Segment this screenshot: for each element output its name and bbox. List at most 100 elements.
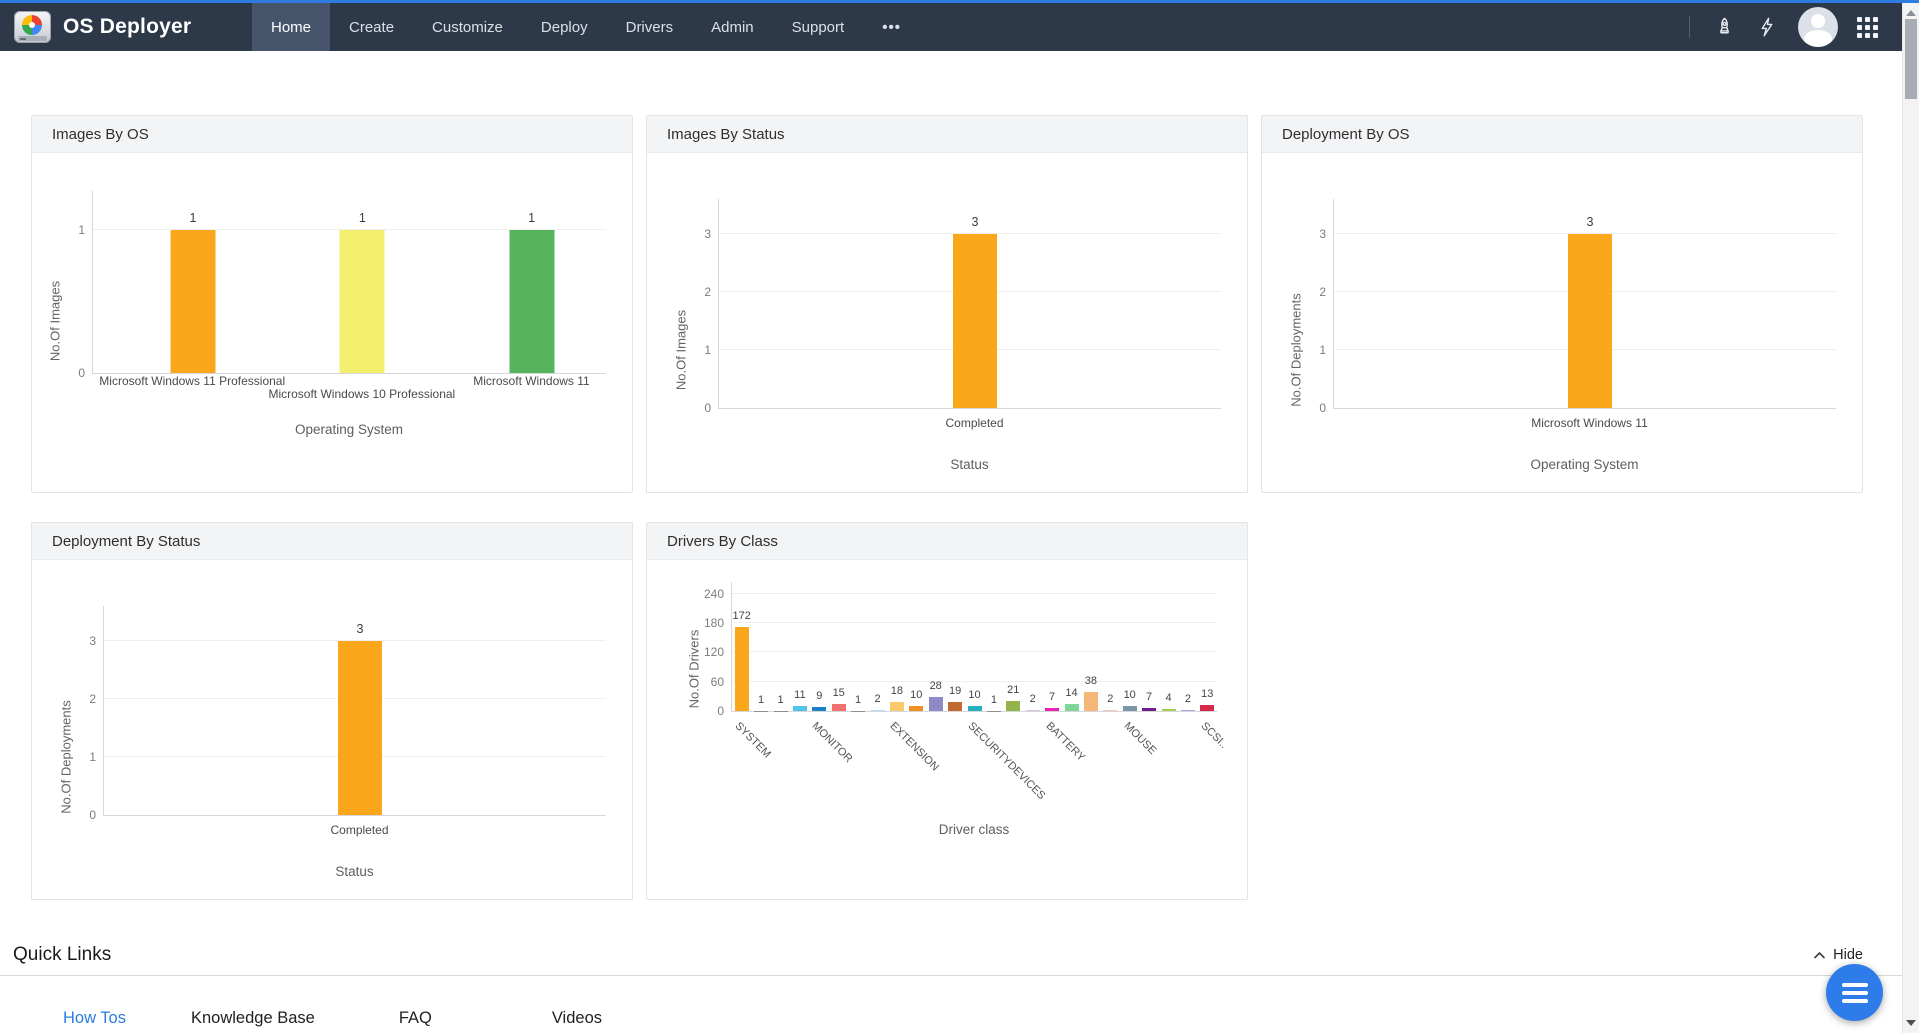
- bar-value-label: 7: [1049, 690, 1056, 703]
- dashboard-cards: Images By OS No.Of Images 0 1 1 1 1 Microsoft W…: [31, 115, 1863, 900]
- quick-links-tab-knowledge-base[interactable]: Knowledge Base: [190, 1009, 315, 1027]
- x-category-label: BATTERY: [1043, 720, 1087, 764]
- y-tick-label: 1: [704, 342, 711, 357]
- x-axis-title: Driver class: [938, 822, 1010, 837]
- bar-group: 10: [909, 582, 924, 711]
- bar-group: 1: [773, 582, 788, 711]
- bar-value-label: 2: [1107, 693, 1114, 706]
- x-axis-labels: Microsoft Windows 11: [1333, 409, 1836, 435]
- x-axis-title: Operating System: [294, 422, 404, 437]
- y-tick-label: 1: [1319, 342, 1326, 357]
- card-body: No.Of Deployments 0 1 2 3 3 Microsoft Windows …: [1262, 199, 1862, 538]
- bar-group: 7: [1045, 582, 1060, 711]
- bar: [1122, 706, 1137, 711]
- bar: [1045, 707, 1060, 711]
- card-images-by-status: Images By Status No.Of Images 0 1 2 3 3 Complet…: [646, 115, 1248, 493]
- plot-area: 0 1 1 1 1: [78, 191, 606, 379]
- logo-color-disc: [22, 15, 42, 35]
- bar-group: 1: [986, 582, 1001, 711]
- bar-group: 7: [1142, 582, 1157, 711]
- nav-item-drivers[interactable]: Drivers: [625, 18, 674, 36]
- quick-links-section: Quick Links Hide How Tos Knowledge Base FA…: [0, 944, 1902, 1028]
- scrollbar-up-arrow[interactable]: [1903, 4, 1919, 21]
- bar-group: 3: [953, 199, 998, 408]
- bar-group: 38: [1083, 582, 1098, 711]
- quick-links-tab-how-tos[interactable]: How Tos: [63, 1009, 126, 1027]
- gridline: [732, 680, 1217, 682]
- bar-group: 2: [1180, 582, 1195, 711]
- bar-value-label: 4: [1165, 692, 1172, 705]
- x-axis-title: Status: [950, 457, 989, 472]
- bar: [1161, 709, 1176, 711]
- nav-item-customize[interactable]: Customize: [432, 18, 503, 36]
- bar-group: 15: [831, 582, 846, 711]
- nav-item-deploy[interactable]: Deploy: [540, 18, 588, 36]
- bar-group: 19: [948, 582, 963, 711]
- bar: [509, 229, 555, 373]
- bar: [792, 705, 807, 711]
- scrollbar-thumb[interactable]: [1905, 19, 1917, 99]
- bar-group: 1: [851, 582, 866, 711]
- y-tick-label: 2: [89, 691, 96, 706]
- user-avatar[interactable]: [1798, 7, 1838, 47]
- flash-icon[interactable]: [1755, 15, 1779, 39]
- bar-group: 1: [509, 191, 555, 373]
- card-drivers-by-class: Drivers By Class No.Of Drivers 0 60 120 180 24…: [646, 522, 1248, 900]
- y-tick-label: 0: [704, 401, 711, 415]
- scrollbar-down-arrow[interactable]: [1903, 1014, 1919, 1031]
- bar: [1083, 692, 1098, 711]
- nav-item-create[interactable]: Create: [349, 18, 395, 36]
- top-accent-line: [0, 0, 1919, 3]
- x-axis-title: Status: [335, 864, 374, 879]
- y-axis-title: No.Of Images: [47, 280, 63, 361]
- bar: [734, 626, 749, 711]
- bar-value-label: 19: [948, 684, 962, 697]
- bar-chart-deployment-by-status: No.Of Deployments 0 1 2 3 3 Completed Status: [32, 606, 632, 945]
- quick-links-tab-videos[interactable]: Videos: [551, 1009, 602, 1027]
- bar-group: 2: [1025, 582, 1040, 711]
- gridline: [732, 592, 1217, 594]
- gridline: [1334, 232, 1836, 234]
- gridline: [732, 622, 1217, 624]
- bar-value-label: 11: [794, 688, 806, 701]
- nav-item-admin[interactable]: Admin: [711, 18, 754, 36]
- bar-value-label: 1: [990, 693, 997, 706]
- y-tick-label: 180: [703, 616, 724, 631]
- bar-group: 2: [870, 582, 885, 711]
- nav-item-more[interactable]: •••: [882, 18, 901, 36]
- bar-value-label: 3: [356, 622, 364, 637]
- nav-item-support[interactable]: Support: [791, 18, 845, 36]
- bar: [1064, 704, 1079, 711]
- bar-value-label: 38: [1084, 675, 1098, 688]
- x-axis-labels: Completed: [103, 816, 606, 842]
- bar: [170, 229, 216, 373]
- apps-grid-icon[interactable]: [1857, 16, 1878, 38]
- bar-group: 10: [1122, 582, 1137, 711]
- hide-link[interactable]: Hide: [1813, 947, 1863, 963]
- bar: [928, 697, 943, 711]
- bar: [338, 640, 383, 815]
- bar-value-label: 172: [732, 609, 751, 622]
- card-title: Images By Status: [667, 125, 785, 143]
- x-category-label: Microsoft Windows 11: [473, 374, 590, 388]
- page-scrollbar[interactable]: [1902, 0, 1919, 1033]
- bar-value-label: 10: [910, 689, 923, 702]
- bar-group: 2: [1103, 582, 1118, 711]
- card-title: Images By OS: [52, 125, 149, 143]
- rocket-icon[interactable]: [1712, 15, 1736, 39]
- bar-chart-drivers-by-class: No.Of Drivers 0 60 120 180 240 172 1 1 11 9 15 1 2 18 1…: [647, 582, 1247, 921]
- y-tick-label: 2: [1319, 284, 1326, 299]
- y-tick-label: 3: [704, 226, 711, 241]
- nav-item-home[interactable]: Home: [252, 3, 331, 51]
- plot-area: 0 60 120 180 240 172 1 1 11 9 15 1 2 18 10 28 19 10 1 21 2 7 1…: [704, 582, 1217, 717]
- quick-links-tab-faq[interactable]: FAQ: [398, 1009, 432, 1027]
- x-category-label: MONITOR: [809, 720, 856, 766]
- card-header: Images By OS: [32, 116, 632, 153]
- quick-actions-fab-button[interactable]: [1826, 964, 1883, 1021]
- bar-group: 28: [928, 582, 943, 711]
- x-axis-title: Operating System: [1530, 457, 1639, 472]
- card-title: Deployment By Status: [52, 532, 201, 550]
- x-category-label: EXTENSION: [887, 720, 942, 774]
- quick-links-title: Quick Links: [13, 944, 112, 965]
